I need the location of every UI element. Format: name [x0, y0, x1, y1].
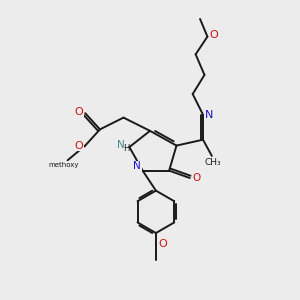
Text: O: O [192, 173, 200, 183]
Text: O: O [158, 238, 167, 249]
Text: H: H [123, 144, 129, 153]
Text: N: N [117, 140, 124, 150]
Text: O: O [74, 141, 83, 151]
Text: CH₃: CH₃ [205, 158, 222, 167]
Text: N: N [205, 110, 214, 120]
Text: N: N [134, 161, 141, 171]
Text: O: O [209, 30, 218, 40]
Text: methoxy: methoxy [48, 162, 78, 168]
Text: O: O [74, 107, 83, 117]
